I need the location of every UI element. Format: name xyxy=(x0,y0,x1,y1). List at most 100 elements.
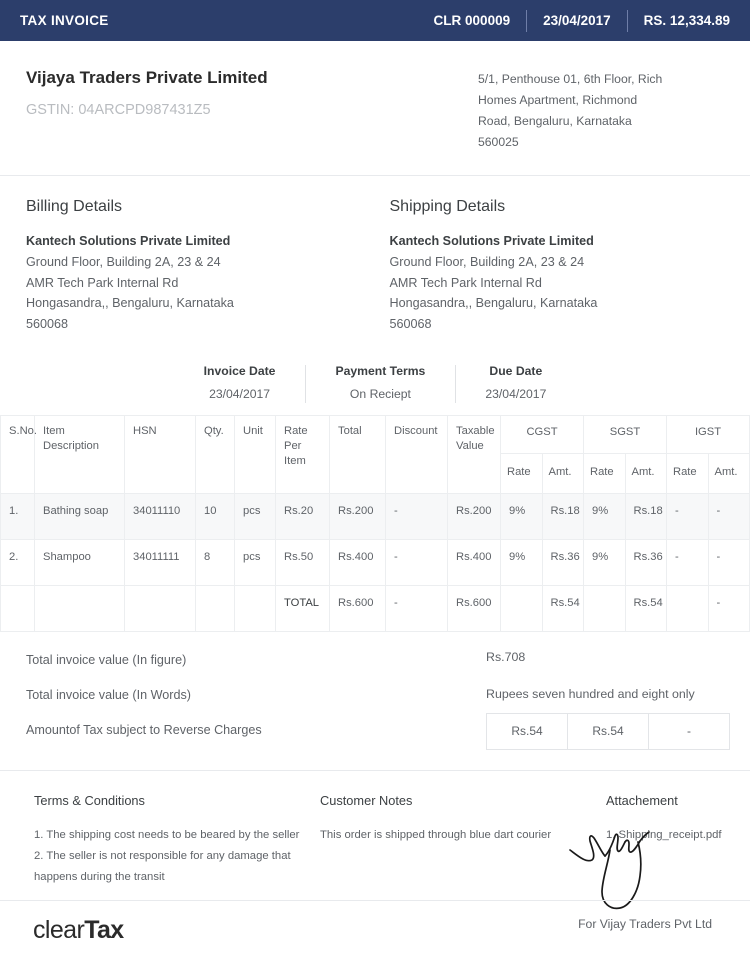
col-group-cgst: CGST xyxy=(500,415,584,454)
cell-cgst-rate: 9% xyxy=(500,539,543,586)
cell-discount: - xyxy=(385,493,448,540)
cell-sno xyxy=(0,585,35,632)
cleartax-logo: clearTax xyxy=(33,916,124,945)
header-divider xyxy=(626,9,628,32)
col-total: Total xyxy=(329,415,386,494)
due-date-value: 23/04/2017 xyxy=(485,387,547,401)
cell-cgst-rate xyxy=(500,585,543,632)
cell-igst-amt: - xyxy=(708,585,750,632)
cell-sgst-amt: Rs.36 xyxy=(625,539,667,586)
cell-sgst-rate: 9% xyxy=(583,539,626,586)
cell-igst-rate: - xyxy=(666,539,709,586)
shipping-address-line: AMR Tech Park Internal Rd xyxy=(389,275,542,290)
seller-block: Vijaya Traders Private Limited GSTIN: 04… xyxy=(0,41,750,176)
col-igst-rate: Rate xyxy=(666,453,709,494)
col-qty: Qty. xyxy=(195,415,235,494)
terms-line: 2. The seller is not responsible for any… xyxy=(34,850,291,862)
table-row: 1. Bathing soap 34011110 10 pcs Rs.20 Rs… xyxy=(0,493,750,540)
cell-description xyxy=(34,585,125,632)
page-title: TAX INVOICE xyxy=(20,13,109,28)
reverse-charge-sgst: Rs.54 xyxy=(567,714,648,749)
cell-total: Rs.400 xyxy=(329,539,386,586)
cell-qty xyxy=(195,585,235,632)
payment-terms-cell: Payment Terms On Reciept xyxy=(305,364,455,403)
shipping-title: Shipping Details xyxy=(389,198,506,215)
header-meta: CLR 000009 23/04/2017 RS. 12,334.89 xyxy=(418,9,732,32)
customer-notes-title: Customer Notes xyxy=(320,793,413,808)
attachment-title: Attachement xyxy=(606,793,678,808)
total-words-value: Rupees seven hundred and eight only xyxy=(486,687,695,701)
col-group-igst: IGST xyxy=(666,415,750,454)
total-words-label: Total invoice value (In Words) xyxy=(26,688,191,702)
cell-rate: Rs.50 xyxy=(275,539,330,586)
summary-label-column: Total invoice value (In figure) Total in… xyxy=(26,650,486,750)
cell-sgst-amt: Rs.18 xyxy=(625,493,667,540)
reverse-charge-igst: - xyxy=(648,714,729,749)
signature-image xyxy=(558,816,688,916)
cell-rate: Rs.20 xyxy=(275,493,330,540)
invoice-summary: Total invoice value (In figure) Total in… xyxy=(0,632,750,771)
col-sno: S.No. xyxy=(0,415,37,494)
invoice-date-cell: Invoice Date 23/04/2017 xyxy=(174,364,306,401)
cell-cgst-amt: Rs.36 xyxy=(542,539,584,586)
cell-taxable-value: Rs.200 xyxy=(447,493,501,540)
cell-cgst-amt: Rs.54 xyxy=(542,585,584,632)
invoice-amount: RS. 12,334.89 xyxy=(643,13,730,28)
col-cgst-rate: Rate xyxy=(500,453,543,494)
seller-gstin: GSTIN: 04ARCPD987431Z5 xyxy=(26,102,211,118)
customer-notes-column: Customer Notes This order is shipped thr… xyxy=(320,793,606,913)
attachment-file-link[interactable]: 1. Shipping_receipt.pdf xyxy=(606,829,722,841)
table-header-row-sub: Rate Amt. Rate Amt. Rate Amt. xyxy=(1,453,750,494)
payment-terms-value: On Reciept xyxy=(349,387,411,401)
billing-name: Kantech Solutions Private Limited xyxy=(26,234,231,248)
col-taxable-value: Taxable Value xyxy=(447,415,501,494)
terms-column: Terms & Conditions 1. The shipping cost … xyxy=(34,793,320,913)
col-sgst-rate: Rate xyxy=(583,453,626,494)
cell-hsn: 34011111 xyxy=(124,539,196,586)
invoice-number: CLR 000009 xyxy=(433,13,511,28)
seller-address-line: 560025 xyxy=(478,135,519,149)
cell-sgst-amt: Rs.54 xyxy=(625,585,667,632)
seller-identity: Vijaya Traders Private Limited GSTIN: 04… xyxy=(26,66,478,153)
total-figure-value: Rs.708 xyxy=(486,650,526,664)
shipping-name: Kantech Solutions Private Limited xyxy=(389,234,594,248)
customer-notes-text: This order is shipped through blue dart … xyxy=(320,829,552,841)
cell-description: Bathing soap xyxy=(34,493,125,540)
seller-address-line: Homes Apartment, Richmond xyxy=(478,93,638,107)
table-row: 2. Shampoo 34011111 8 pcs Rs.50 Rs.400 -… xyxy=(0,539,750,586)
table-totals-row: TOTAL Rs.600 - Rs.600 Rs.54 Rs.54 - xyxy=(0,585,750,632)
cell-qty: 8 xyxy=(195,539,235,586)
cell-cgst-amt: Rs.18 xyxy=(542,493,584,540)
cell-description: Shampoo xyxy=(34,539,125,586)
cell-igst-amt: - xyxy=(708,539,750,586)
col-cgst-amt: Amt. xyxy=(542,453,584,494)
signature-caption: For Vijay Traders Pvt Ltd xyxy=(578,917,712,931)
terms-title: Terms & Conditions xyxy=(34,793,145,808)
due-date-cell: Due Date 23/04/2017 xyxy=(455,364,576,403)
billing-address-line: Ground Floor, Building 2A, 23 & 24 xyxy=(26,255,221,269)
logo-text-light: clear xyxy=(33,915,85,944)
col-sgst-amt: Amt. xyxy=(625,453,667,494)
cell-unit: pcs xyxy=(234,539,276,586)
col-discount: Discount xyxy=(385,415,448,494)
logo-text-bold: Tax xyxy=(84,915,124,944)
shipping-address-line: Hongasandra,, Bengaluru, Karnataka xyxy=(389,296,598,310)
seller-address-line: 5/1, Penthouse 01, 6th Floor, Rich xyxy=(478,72,663,86)
col-group-sgst: SGST xyxy=(583,415,667,454)
attachment-column: Attachement 1. Shipping_receipt.pdf xyxy=(606,793,730,913)
parties-section: Billing Details Kantech Solutions Privat… xyxy=(0,176,750,352)
reverse-charge-cgst: Rs.54 xyxy=(511,724,543,738)
invoice-header-bar: TAX INVOICE CLR 000009 23/04/2017 RS. 12… xyxy=(0,0,750,41)
billing-title: Billing Details xyxy=(26,198,123,215)
seller-name: Vijaya Traders Private Limited xyxy=(26,68,268,87)
shipping-address-line: Ground Floor, Building 2A, 23 & 24 xyxy=(389,255,585,269)
cell-discount: - xyxy=(385,585,448,632)
cell-sgst-rate xyxy=(583,585,626,632)
cell-total: Rs.600 xyxy=(329,585,386,632)
billing-address-line: 560068 xyxy=(26,316,69,331)
terms-line: happens during the transit xyxy=(34,871,165,883)
cell-unit xyxy=(234,585,276,632)
col-description: Item Description xyxy=(34,415,125,494)
invoice-date-value: 23/04/2017 xyxy=(209,387,271,401)
